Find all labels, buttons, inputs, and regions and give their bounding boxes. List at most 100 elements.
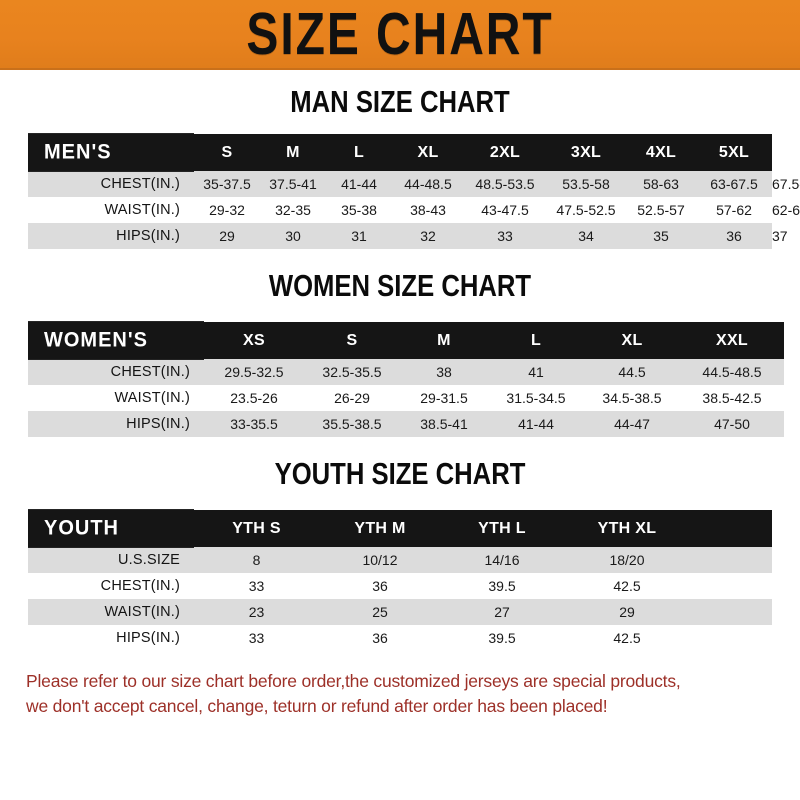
man-col-header: XL [392,134,464,171]
man-cell: 35-37.5 [194,171,260,197]
youth-cell: 25 [319,599,441,625]
youth-row-label: WAIST(IN.) [28,599,194,625]
youth-cell: 42.5 [563,625,691,651]
man-cell: 41-44 [326,171,392,197]
youth-corner-label: YOUTH [28,509,194,548]
youth-cell: 33 [194,625,319,651]
women-corner-label: WOMEN'S [28,321,204,360]
man-section-title: MAN SIZE CHART [290,85,510,119]
man-corner-label: MEN'S [28,133,194,172]
women-col-header: XXL [680,322,784,359]
man-cell: 35-38 [326,197,392,223]
youth-cell: 36 [319,573,441,599]
youth-cell: 23 [194,599,319,625]
man-table-head: MEN'S S M L XL 2XL 3XL 4XL 5XL 6XL [28,133,800,172]
man-cell: 30 [260,223,326,249]
man-cell: 37.5-41 [260,171,326,197]
youth-cell: 10/12 [319,547,441,573]
youth-col-header: YTH XL [563,510,691,547]
table-row: U.S.SIZE 8 10/12 14/16 18/20 [28,547,772,573]
man-cell: 38-43 [392,197,464,223]
youth-cell-empty [691,599,772,625]
youth-cell: 39.5 [441,573,563,599]
youth-cell: 18/20 [563,547,691,573]
table-row: HIPS(IN.) 33-35.5 35.5-38.5 38.5-41 41-4… [28,411,784,437]
man-cell: 36 [696,223,772,249]
youth-col-header-empty [691,510,772,547]
table-row: CHEST(IN.) 33 36 39.5 42.5 [28,573,772,599]
man-cell: 29 [194,223,260,249]
man-cell: 32-35 [260,197,326,223]
man-row-label: WAIST(IN.) [28,197,194,223]
women-header-row: WOMEN'S XS S M L XL XXL [28,321,784,360]
man-cell: 44-48.5 [392,171,464,197]
banner: SIZE CHART [0,0,800,70]
women-cell: 47-50 [680,411,784,437]
youth-cell-empty [691,573,772,599]
youth-cell: 33 [194,573,319,599]
man-table-body: CHEST(IN.) 35-37.5 37.5-41 41-44 44-48.5… [28,171,800,249]
women-cell: 29-31.5 [400,385,488,411]
youth-cell: 27 [441,599,563,625]
man-cell: 29-32 [194,197,260,223]
table-row: WAIST(IN.) 23.5-26 26-29 29-31.5 31.5-34… [28,385,784,411]
women-table-head: WOMEN'S XS S M L XL XXL [28,321,784,360]
youth-cell: 36 [319,625,441,651]
man-row-label: CHEST(IN.) [28,171,194,197]
man-size-table: MEN'S S M L XL 2XL 3XL 4XL 5XL 6XL CHEST… [28,133,800,249]
table-row: HIPS(IN.) 33 36 39.5 42.5 [28,625,772,651]
man-cell: 32 [392,223,464,249]
man-cell: 34 [546,223,626,249]
women-cell: 38.5-41 [400,411,488,437]
women-chart-wrap: WOMEN'S XS S M L XL XXL CHEST(IN.) 29.5-… [28,321,784,437]
man-col-header: 4XL [626,134,696,171]
youth-row-label: HIPS(IN.) [28,625,194,651]
women-cell: 33-35.5 [204,411,304,437]
women-table-body: CHEST(IN.) 29.5-32.5 32.5-35.5 38 41 44.… [28,359,784,437]
youth-row-label: U.S.SIZE [28,547,194,573]
women-cell: 35.5-38.5 [304,411,400,437]
women-cell: 41 [488,359,584,385]
women-cell: 26-29 [304,385,400,411]
women-cell: 44.5 [584,359,680,385]
man-cell: 35 [626,223,696,249]
youth-size-table: YOUTH YTH S YTH M YTH L YTH XL U.S.SIZE … [28,509,772,651]
man-col-header: 2XL [464,134,546,171]
footer-disclaimer: Please refer to our size chart before or… [26,669,774,720]
table-row: HIPS(IN.) 29 30 31 32 33 34 35 36 37 [28,223,788,249]
youth-row-label: CHEST(IN.) [28,573,194,599]
man-cell: 63-67.5 [696,171,772,197]
women-cell: 32.5-35.5 [304,359,400,385]
man-row-label: HIPS(IN.) [28,223,194,249]
man-cell: 31 [326,223,392,249]
youth-table-body: U.S.SIZE 8 10/12 14/16 18/20 CHEST(IN.) … [28,547,772,651]
women-cell: 31.5-34.5 [488,385,584,411]
women-cell: 38 [400,359,488,385]
footer-line-1: Please refer to our size chart before or… [26,671,681,691]
man-col-header: S [194,134,260,171]
youth-col-header: YTH M [319,510,441,547]
women-cell: 44.5-48.5 [680,359,784,385]
man-col-header: M [260,134,326,171]
youth-chart-wrap: YOUTH YTH S YTH M YTH L YTH XL U.S.SIZE … [28,509,772,651]
man-cell: 53.5-58 [546,171,626,197]
women-col-header: L [488,322,584,359]
table-row: WAIST(IN.) 29-32 32-35 35-38 38-43 43-47… [28,197,800,223]
youth-header-row: YOUTH YTH S YTH M YTH L YTH XL [28,509,772,548]
table-row: WAIST(IN.) 23 25 27 29 [28,599,772,625]
youth-cell: 39.5 [441,625,563,651]
women-size-table: WOMEN'S XS S M L XL XXL CHEST(IN.) 29.5-… [28,321,784,437]
man-cell: 33 [464,223,546,249]
youth-cell-empty [691,547,772,573]
women-section-title: WOMEN SIZE CHART [268,269,532,303]
youth-cell: 14/16 [441,547,563,573]
women-cell: 44-47 [584,411,680,437]
women-cell: 29.5-32.5 [204,359,304,385]
man-chart-wrap: MEN'S S M L XL 2XL 3XL 4XL 5XL 6XL CHEST… [28,133,800,249]
youth-cell: 8 [194,547,319,573]
man-cell: 47.5-52.5 [546,197,626,223]
women-row-label: CHEST(IN.) [28,359,204,385]
man-col-header: 5XL [696,134,772,171]
women-col-header: S [304,322,400,359]
